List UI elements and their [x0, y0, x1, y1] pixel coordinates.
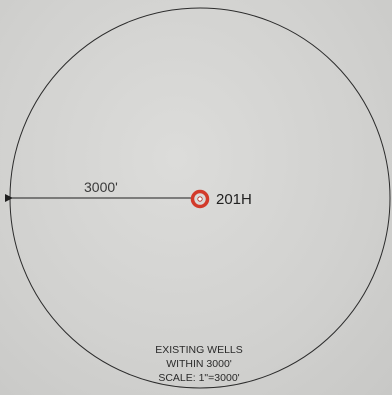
well-marker-icon	[190, 189, 210, 209]
note-line-1: EXISTING WELLS	[155, 344, 243, 356]
note-line-3: SCALE: 1"=3000'	[158, 372, 239, 384]
scale-note: EXISTING WELLS WITHIN 3000' SCALE: 1"=30…	[155, 344, 243, 384]
note-line-2: WITHIN 3000'	[166, 358, 232, 370]
radius-label: 3000'	[84, 179, 118, 195]
well-label: 201H	[216, 191, 252, 208]
well-center	[197, 196, 203, 202]
well-ring	[190, 189, 210, 209]
